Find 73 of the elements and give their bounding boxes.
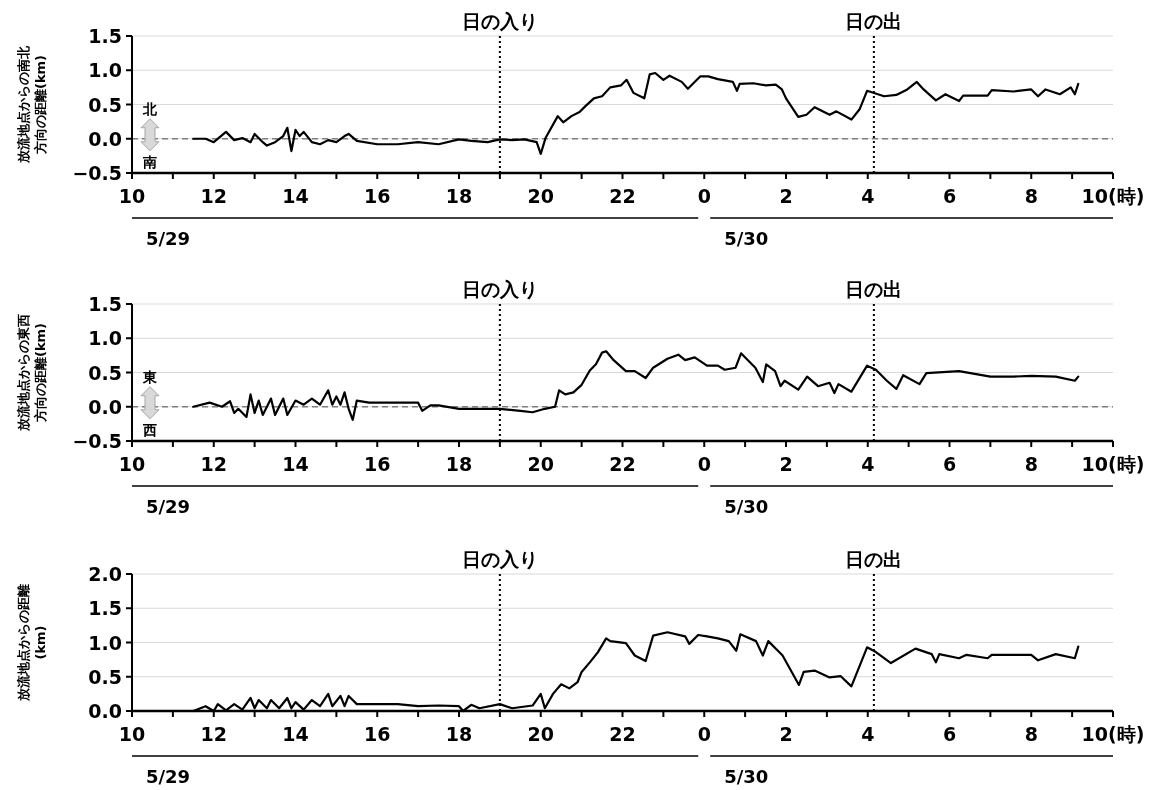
x-tick-label: 10 [118, 453, 146, 475]
x-tick-label: 16 [364, 723, 391, 745]
y-axis-title: 放流地点からの距離(km) [15, 584, 48, 702]
y-tick-label: 1.0 [88, 327, 122, 350]
x-tick-label: 10(時) [1081, 723, 1145, 745]
x-tick-label: 16 [364, 185, 391, 207]
x-tick-label: 8 [1024, 185, 1038, 207]
x-tick-label: 2 [779, 723, 793, 745]
x-tick-label: 18 [445, 453, 473, 475]
ref-line-label: 日の入り [461, 278, 538, 300]
ref-line-label: 日の入り [461, 548, 538, 570]
x-tick-label: 6 [942, 453, 957, 475]
ref-line-label: 日の出 [845, 548, 903, 570]
x-tick-label: 22 [609, 453, 636, 475]
annotation: 南 [142, 153, 157, 170]
y-tick-label: 0.5 [88, 93, 122, 116]
y-tick-label: 1.5 [88, 293, 122, 315]
x-tick-label: 0 [697, 453, 711, 475]
x-tick-label: 22 [609, 185, 636, 207]
y-tick-label: 1.0 [88, 631, 122, 654]
ref-line-label: 日の出 [845, 10, 903, 32]
y-axis-title: 放流地点からの東西方向の距離(km) [15, 314, 48, 432]
annotation: 東 [142, 368, 158, 385]
x-tick-label: 2 [779, 453, 793, 475]
x-tick-label: 6 [942, 723, 957, 745]
x-tick-label: 4 [861, 185, 875, 207]
x-tick-label: 4 [861, 453, 875, 475]
x-tick-label: 0 [697, 723, 711, 745]
y-tick-label: 0.0 [88, 395, 122, 418]
x-tick-label: 8 [1024, 453, 1038, 475]
x-tick-label: 0 [697, 185, 711, 207]
x-tick-label: 18 [445, 723, 473, 745]
x-tick-label: 10 [118, 723, 146, 745]
x-tick-label: 10(時) [1081, 185, 1145, 207]
x-tick-label: 10(時) [1081, 453, 1145, 475]
x-tick-label: 20 [527, 723, 554, 745]
x-tick-label: 18 [445, 185, 473, 207]
x-tick-label: 14 [282, 723, 309, 745]
y-tick-label: 1.5 [88, 597, 122, 620]
x-tick-label: 20 [527, 453, 554, 475]
annotation: 西 [142, 421, 157, 438]
ref-line-label: 日の出 [845, 278, 903, 300]
y-tick-label: 0.5 [88, 665, 122, 688]
text: 5/29 [146, 228, 191, 249]
y-tick-label: −0.5 [72, 162, 122, 184]
y-tick-label: 1.5 [88, 25, 122, 47]
annotation: 北 [142, 100, 158, 117]
ref-line-label: 日の入り [461, 10, 538, 32]
x-tick-label: 4 [861, 723, 875, 745]
x-tick-label: 12 [200, 723, 227, 745]
y-tick-label: 0.0 [88, 700, 122, 722]
x-tick-label: 14 [282, 185, 309, 207]
text: 5/29 [146, 766, 191, 787]
text: 5/30 [724, 228, 769, 249]
x-tick-label: 2 [779, 185, 793, 207]
x-tick-label: 6 [942, 185, 957, 207]
x-tick-label: 22 [609, 723, 636, 745]
y-tick-label: 0.5 [88, 361, 122, 384]
y-tick-label: 1.0 [88, 59, 122, 82]
y-tick-label: 0.0 [88, 127, 122, 150]
text: 5/29 [146, 496, 191, 517]
y-tick-label: −0.5 [72, 430, 122, 452]
x-tick-label: 12 [200, 185, 227, 207]
text: 5/30 [724, 766, 769, 787]
text: 5/30 [724, 496, 769, 517]
x-tick-label: 12 [200, 453, 227, 475]
y-axis-title: 放流地点からの南北方向の距離(km) [15, 45, 48, 164]
x-tick-label: 20 [527, 185, 554, 207]
x-tick-label: 8 [1024, 723, 1038, 745]
x-tick-label: 14 [282, 453, 309, 475]
y-tick-label: 2.0 [88, 563, 122, 585]
x-tick-label: 16 [364, 453, 391, 475]
x-tick-label: 10 [118, 185, 146, 207]
